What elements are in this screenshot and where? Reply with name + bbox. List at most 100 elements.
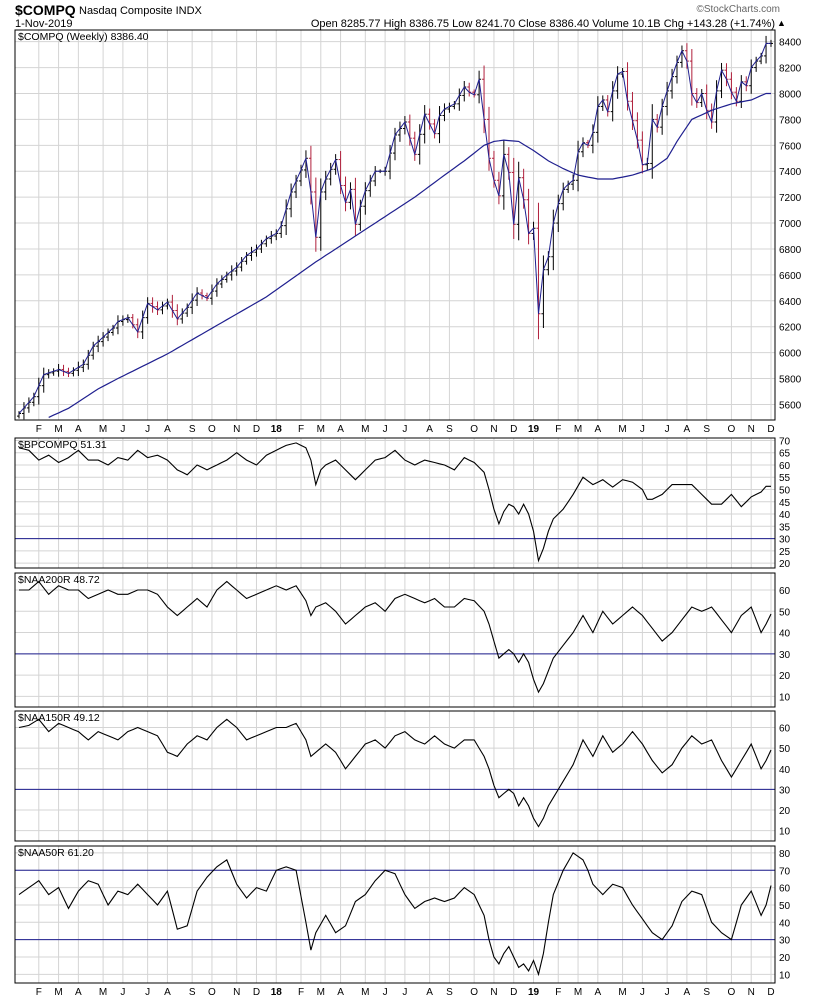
bpcompq-panel-frame	[14, 437, 776, 569]
x-tick-label: 19	[528, 987, 540, 998]
x-tick-label: O	[470, 987, 478, 998]
x-tick-label: J	[383, 987, 388, 998]
x-tick-label: J	[402, 424, 407, 435]
naa200r-panel-frame	[14, 572, 776, 708]
y-tick-label: 45	[779, 498, 791, 509]
x-tick-label: A	[75, 424, 82, 435]
x-tick-label: O	[208, 424, 216, 435]
x-tick-label: S	[189, 987, 196, 998]
bpcompq-panel-background	[15, 438, 775, 568]
x-tick-label: D	[253, 987, 260, 998]
naa50r-panel-frame	[14, 845, 776, 984]
y-tick-label: 6000	[779, 349, 802, 360]
x-tick-label: F	[298, 987, 304, 998]
y-tick-label: 20	[779, 671, 791, 682]
x-tick-label: M	[54, 424, 62, 435]
y-tick-label: 30	[779, 650, 791, 661]
x-tick-label: A	[426, 424, 433, 435]
x-tick-label: S	[189, 424, 196, 435]
x-tick-label: N	[748, 424, 755, 435]
y-tick-label: 40	[779, 765, 791, 776]
x-tick-label: M	[317, 424, 325, 435]
y-tick-label: 6800	[779, 245, 802, 256]
x-tick-label: J	[120, 424, 125, 435]
x-tick-label: A	[595, 987, 602, 998]
x-tick-label: M	[54, 987, 62, 998]
series-legend: $NAA50R 61.20	[18, 847, 94, 859]
series-legend: $COMPQ (Weekly) 8386.40	[18, 31, 149, 43]
y-tick-label: 40	[779, 629, 791, 640]
y-tick-label: 6400	[779, 297, 802, 308]
y-tick-label: 7400	[779, 167, 802, 178]
x-tick-label: J	[665, 424, 670, 435]
x-tick-label: N	[233, 987, 240, 998]
y-tick-label: 70	[779, 866, 791, 877]
x-tick-label: 18	[271, 987, 283, 998]
naa200r-panel-background	[15, 573, 775, 707]
x-tick-label: D	[767, 424, 774, 435]
y-tick-label: 5600	[779, 400, 802, 411]
y-tick-label: 65	[779, 449, 791, 460]
x-tick-label: F	[555, 987, 561, 998]
y-tick-label: 20	[779, 559, 791, 570]
chart-company-name: Nasdaq Composite INDX	[79, 5, 203, 17]
y-tick-label: 30	[779, 535, 791, 546]
y-tick-label: 20	[779, 953, 791, 964]
naa150r-panel-background	[15, 711, 775, 841]
series-legend: $NAA200R 48.72	[18, 574, 100, 586]
x-tick-label: D	[510, 987, 517, 998]
x-tick-label: J	[120, 987, 125, 998]
x-tick-label: N	[233, 424, 240, 435]
x-tick-label: A	[595, 424, 602, 435]
naa50r-panel-background	[15, 846, 775, 983]
price-close-line	[18, 42, 771, 414]
x-tick-label: D	[253, 424, 260, 435]
series-legend: $BPCOMPQ 51.31	[18, 439, 107, 451]
x-tick-label: S	[446, 987, 453, 998]
price-quote: Open 8285.77 High 8386.75 Low 8241.70 Cl…	[311, 18, 775, 30]
y-tick-label: 70	[779, 436, 791, 447]
x-tick-label: M	[574, 424, 582, 435]
x-tick-label: A	[426, 987, 433, 998]
x-tick-label: M	[618, 987, 626, 998]
price-panel-background	[15, 30, 775, 420]
y-tick-label: 5800	[779, 375, 802, 386]
y-tick-label: 20	[779, 806, 791, 817]
y-tick-label: 10	[779, 970, 791, 981]
chart-date: 1-Nov-2019	[15, 18, 72, 30]
x-tick-label: M	[361, 424, 369, 435]
y-tick-label: 10	[779, 692, 791, 703]
y-tick-label: 50	[779, 607, 791, 618]
x-tick-label: M	[574, 987, 582, 998]
y-tick-label: 30	[779, 936, 791, 947]
y-tick-label: 50	[779, 901, 791, 912]
indicator-line	[19, 580, 772, 694]
y-tick-label: 60	[779, 884, 791, 895]
y-tick-label: 10	[779, 827, 791, 838]
moving-average-line	[48, 92, 771, 418]
x-tick-label: S	[703, 987, 710, 998]
y-tick-label: 8200	[779, 64, 802, 75]
x-tick-label: J	[665, 987, 670, 998]
x-tick-label: A	[337, 987, 344, 998]
indicator-line	[18, 852, 772, 977]
indicator-line	[18, 718, 772, 828]
x-tick-label: O	[728, 987, 736, 998]
x-tick-label: A	[164, 987, 171, 998]
x-tick-label: M	[618, 424, 626, 435]
x-tick-label: J	[145, 987, 150, 998]
indicator-line	[18, 442, 771, 563]
x-tick-label: J	[383, 424, 388, 435]
y-tick-label: 30	[779, 785, 791, 796]
x-tick-label: D	[767, 987, 774, 998]
x-tick-label: A	[164, 424, 171, 435]
x-tick-label: A	[75, 987, 82, 998]
x-tick-label: J	[145, 424, 150, 435]
x-tick-label: M	[99, 424, 107, 435]
y-tick-label: 8000	[779, 89, 802, 100]
x-tick-label: F	[298, 424, 304, 435]
x-tick-label: O	[208, 987, 216, 998]
y-tick-label: 50	[779, 744, 791, 755]
y-tick-label: 60	[779, 586, 791, 597]
